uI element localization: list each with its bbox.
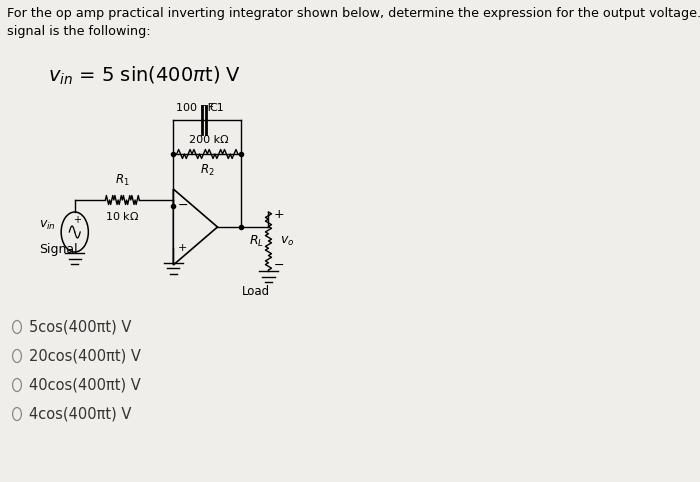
Text: 100 nF: 100 nF [176, 103, 214, 113]
Text: $v_o$: $v_o$ [280, 234, 295, 248]
Text: 40cos(400πt) V: 40cos(400πt) V [29, 377, 141, 392]
Text: −: − [273, 258, 284, 271]
Text: +: + [273, 209, 284, 222]
Text: −: − [178, 199, 188, 212]
Text: 20cos(400πt) V: 20cos(400πt) V [29, 348, 141, 363]
Text: $v_{in}$: $v_{in}$ [39, 218, 56, 231]
Text: 4cos(400πt) V: 4cos(400πt) V [29, 406, 132, 421]
Text: Load: Load [242, 285, 270, 298]
Text: $R_2$: $R_2$ [200, 163, 215, 178]
Text: $R_1$: $R_1$ [115, 173, 130, 188]
Text: 5cos(400πt) V: 5cos(400πt) V [29, 320, 132, 335]
Text: $R_L$: $R_L$ [249, 233, 265, 249]
Text: +: + [178, 243, 188, 253]
Text: Signal: Signal [39, 242, 78, 255]
Text: C1: C1 [210, 103, 225, 113]
Text: For the op amp practical inverting integrator shown below, determine the express: For the op amp practical inverting integ… [7, 7, 700, 38]
Text: 200 kΩ: 200 kΩ [189, 135, 228, 145]
Text: +: + [73, 215, 80, 225]
Text: $v_{in}$ = 5 sin(400$\pi$t) V: $v_{in}$ = 5 sin(400$\pi$t) V [48, 65, 241, 87]
Text: 10 k$\Omega$: 10 k$\Omega$ [105, 210, 139, 222]
